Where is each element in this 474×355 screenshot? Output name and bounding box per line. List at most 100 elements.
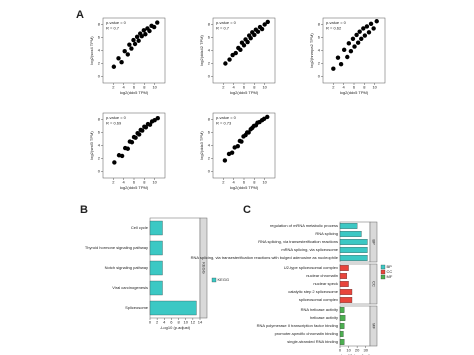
x-tick-label: 10	[152, 85, 157, 90]
annotation: R = 0.69	[106, 121, 122, 126]
annotation: p-value = 0	[106, 115, 127, 120]
x-tick-label: 6	[133, 85, 136, 90]
legend-label: KEGG	[218, 277, 230, 282]
point	[259, 26, 265, 32]
bar	[339, 315, 346, 321]
bar	[339, 323, 345, 329]
point	[111, 64, 117, 69]
point	[374, 19, 379, 24]
y-tick-label: 2	[208, 156, 211, 161]
facet-label: CC	[371, 281, 376, 287]
x-axis-label: -Log10 (p.adjust)	[340, 353, 371, 355]
x-tick-label: 4	[123, 180, 126, 185]
point	[255, 29, 261, 34]
point	[143, 125, 149, 130]
x-tick-label: 2	[156, 320, 159, 325]
point	[235, 143, 240, 149]
y-tick-label: 6	[208, 35, 211, 40]
bar	[339, 223, 358, 229]
point	[155, 116, 160, 121]
annotation: R = 0.62	[326, 26, 342, 31]
point	[245, 39, 250, 45]
y-tick-label: 6	[318, 35, 321, 40]
point	[248, 35, 253, 41]
point	[129, 140, 135, 145]
annotation: R = 0.7	[106, 26, 120, 31]
category-label: spliceosomal complex	[299, 297, 338, 302]
annotation: p-value = 0	[216, 20, 237, 25]
point	[246, 130, 251, 135]
point	[112, 160, 117, 165]
x-tick-label: 8	[143, 180, 146, 185]
x-tick-label: 20	[355, 348, 360, 353]
legend-swatch	[211, 277, 217, 283]
legend-swatch	[380, 269, 386, 275]
y-tick-label: 6	[98, 130, 101, 135]
point	[265, 19, 270, 25]
bar	[339, 297, 353, 303]
point	[345, 54, 350, 60]
point	[341, 47, 347, 53]
legend-label: MF	[387, 274, 393, 279]
point	[233, 50, 238, 56]
panel-label: B	[80, 204, 88, 216]
point	[361, 26, 366, 31]
category-label: RNA polymerase II transcription factor b…	[257, 323, 338, 328]
point	[147, 122, 153, 127]
point	[357, 29, 362, 34]
point	[350, 36, 356, 41]
bar	[339, 239, 368, 245]
bar	[149, 280, 163, 296]
point	[127, 42, 132, 47]
category-label: Thyroid hormone signaling pathway	[85, 245, 148, 250]
category-label: catalytic step 2 spliceosome	[288, 289, 339, 294]
x-tick-label: 10	[262, 85, 267, 90]
facet-panel	[339, 305, 371, 347]
category-label: mRNA splicing, via spliceosome	[281, 247, 338, 252]
y-tick-label: 2	[98, 156, 101, 161]
y-axis-label: log2(srsf3 TPM)	[89, 131, 94, 160]
bar	[339, 307, 345, 313]
point	[125, 146, 130, 151]
category-label: RNA splicing, via transesterification re…	[258, 239, 338, 244]
y-tick-label: 0	[98, 169, 101, 174]
x-tick-label: 4	[123, 85, 126, 90]
point	[133, 135, 138, 140]
point	[346, 41, 352, 46]
x-tick-label: 8	[177, 320, 180, 325]
bar	[339, 339, 345, 345]
facet-strip	[369, 221, 378, 263]
facet-strip	[199, 217, 208, 319]
x-tick-label: 2	[112, 180, 115, 185]
y-axis-label: log2(ddx3 TPM)	[199, 131, 204, 160]
x-axis-label: -Log10 (p.adjust)	[160, 325, 191, 330]
point	[352, 44, 357, 49]
point	[355, 40, 361, 45]
point	[141, 28, 147, 33]
legend-swatch	[380, 264, 386, 270]
point	[116, 56, 121, 61]
annotation: p-value = 0	[216, 115, 237, 120]
x-tick-label: 8	[253, 85, 256, 90]
facet-label: KEGG	[201, 262, 206, 274]
facet-label: BP	[371, 239, 376, 245]
y-tick-label: 4	[98, 143, 101, 148]
category-label: Notch signaling pathway	[105, 265, 148, 270]
point	[136, 38, 141, 43]
point	[335, 55, 341, 60]
x-axis-label: log2(ddx5 TPM)	[340, 90, 369, 95]
x-tick-label: 4	[343, 85, 346, 90]
panel-label: C	[243, 204, 251, 216]
bar	[149, 300, 197, 316]
category-label: U2-type spliceosomal complex	[284, 265, 338, 270]
point	[227, 57, 232, 62]
point	[241, 43, 247, 48]
x-tick-label: 0	[339, 348, 342, 353]
y-tick-label: 4	[208, 143, 211, 148]
point	[136, 132, 142, 137]
y-tick-label: 8	[98, 22, 101, 27]
x-tick-label: 14	[198, 320, 203, 325]
y-tick-label: 2	[318, 61, 321, 66]
point	[222, 158, 228, 163]
